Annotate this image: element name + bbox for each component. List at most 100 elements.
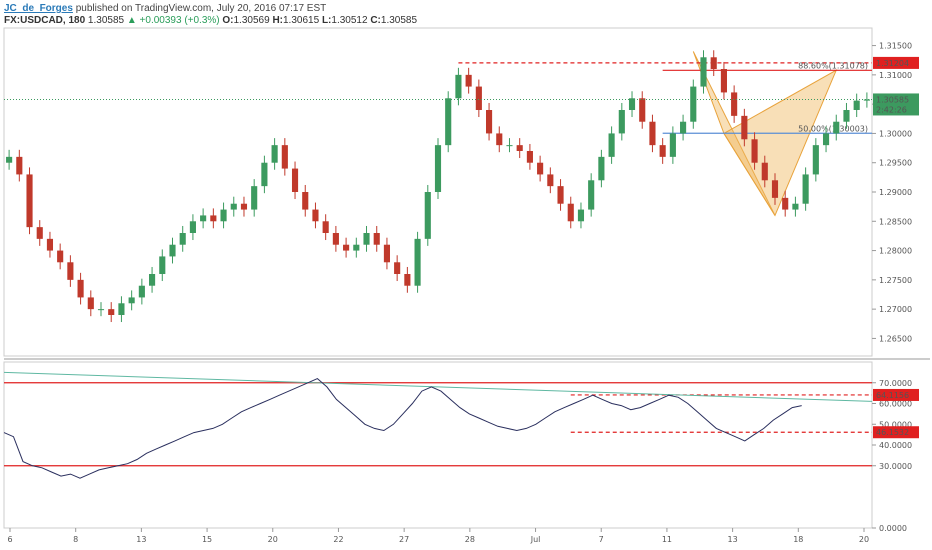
x-tick-label: 13 xyxy=(728,535,738,544)
candle-body xyxy=(557,186,564,204)
candle-body xyxy=(649,121,656,146)
candle-body xyxy=(383,244,391,263)
x-tick-label: Jul xyxy=(530,535,541,544)
candle-body xyxy=(577,209,585,222)
author-link[interactable]: JC_de_Forges xyxy=(4,3,73,14)
x-tick-label: 6 xyxy=(7,535,12,544)
candle-body xyxy=(138,285,145,298)
candle-body xyxy=(537,162,544,175)
price-y-tick-label: 1.26500 xyxy=(879,334,912,343)
candle-body xyxy=(302,192,309,210)
candle-body xyxy=(853,100,860,110)
rsi-y-tick-label: 40.0000 xyxy=(879,441,912,450)
rsi-y-tick-label: 70.0000 xyxy=(879,379,912,388)
price-y-tick-label: 1.31000 xyxy=(879,71,912,80)
x-tick-label: 7 xyxy=(599,535,604,544)
candle-body xyxy=(802,174,809,204)
candle-body xyxy=(659,145,666,157)
candle-body xyxy=(741,115,748,140)
candle-body xyxy=(200,215,207,222)
candle-body xyxy=(404,274,411,286)
candle-body xyxy=(843,110,850,122)
price-y-tick-label: 1.29000 xyxy=(879,188,912,197)
candle-body xyxy=(720,69,727,93)
price-pane: 88.60%(1.31078) 50.00%(1.30003) xyxy=(4,50,872,323)
high-value: 1.30615 xyxy=(283,15,320,26)
x-tick-label: 8 xyxy=(73,535,78,544)
candle-body xyxy=(771,180,779,198)
candle-body xyxy=(220,209,227,222)
price-y-tick-label: 1.29500 xyxy=(879,159,912,168)
rsi-y-tick-label: 0.0000 xyxy=(879,524,907,533)
candle-body xyxy=(822,133,830,146)
candle-body xyxy=(608,133,615,157)
candle-body xyxy=(373,233,380,245)
candle-body xyxy=(179,233,186,245)
x-tick-label: 27 xyxy=(399,535,409,544)
candle-body xyxy=(598,156,605,181)
candle-body xyxy=(588,180,595,210)
price-level-tag-label: 1.31204 xyxy=(876,59,909,68)
axes: 1.315001.310001.305001.300001.295001.290… xyxy=(7,42,919,544)
candle-body xyxy=(782,197,789,210)
x-tick-label: 11 xyxy=(662,535,672,544)
pattern-bcd-triangle xyxy=(723,69,838,217)
candle-body xyxy=(149,274,156,286)
x-tick-label: 13 xyxy=(136,535,146,544)
candle-body xyxy=(475,86,482,110)
candle-body xyxy=(394,262,401,274)
candle-body xyxy=(567,203,574,222)
candle-body xyxy=(434,145,442,192)
close-label: C: xyxy=(370,15,381,26)
candle-body xyxy=(108,309,115,315)
candle-body xyxy=(36,227,43,239)
open-value: 1.30569 xyxy=(233,15,270,26)
last-price-tag-label: 1.30585 xyxy=(876,95,909,104)
candle-body xyxy=(87,297,94,310)
publication-header: JC_de_Forges published on TradingView.co… xyxy=(4,2,326,16)
rsi-y-tick-label: 60.0000 xyxy=(879,400,912,409)
candle-body xyxy=(690,86,697,122)
candle-body xyxy=(731,92,738,116)
symbol-label: FX:USDCAD, 180 xyxy=(4,15,86,26)
candle-body xyxy=(240,203,248,210)
candle-body xyxy=(761,162,768,181)
open-label: O: xyxy=(222,15,234,26)
low-label: L: xyxy=(321,15,332,26)
bar-timer-label: 2:42:26 xyxy=(876,105,907,114)
rsi-y-tick-label: 30.0000 xyxy=(879,462,912,471)
x-tick-label: 22 xyxy=(333,535,343,544)
candle-body xyxy=(332,233,339,245)
price-y-tick-label: 1.31500 xyxy=(879,42,912,51)
candle-body xyxy=(46,238,54,251)
high-label: H: xyxy=(272,15,283,26)
last-price: 1.30585 xyxy=(87,15,125,26)
candle-body xyxy=(618,110,625,134)
rsi-level-tag xyxy=(873,388,919,401)
rsi-line xyxy=(3,378,802,479)
price-y-tick-label: 1.28500 xyxy=(879,217,912,226)
candle-body xyxy=(230,203,237,210)
rsi-level-tag-label: 46.1532 xyxy=(876,428,909,437)
candle-body xyxy=(496,133,503,146)
change-arrow-icon: ▲ xyxy=(126,15,137,26)
candle-body xyxy=(751,139,758,163)
candle-body xyxy=(322,221,329,233)
candle-body xyxy=(26,174,33,228)
candle-body xyxy=(455,74,462,99)
candle-body xyxy=(353,244,360,251)
candle-body xyxy=(680,121,687,134)
rsi-level-tag xyxy=(873,426,919,439)
candle-body xyxy=(414,238,421,286)
candle-body xyxy=(700,57,707,87)
candle-body xyxy=(669,133,676,157)
last-price-tag xyxy=(873,93,919,116)
candle-body xyxy=(465,74,472,87)
candle-body xyxy=(261,162,268,187)
fib-level-label: 88.60%(1.31078) xyxy=(798,61,868,70)
x-tick-label: 28 xyxy=(465,535,475,544)
candle-body xyxy=(863,99,870,101)
candle-body xyxy=(118,303,125,315)
candle-body xyxy=(159,256,166,274)
